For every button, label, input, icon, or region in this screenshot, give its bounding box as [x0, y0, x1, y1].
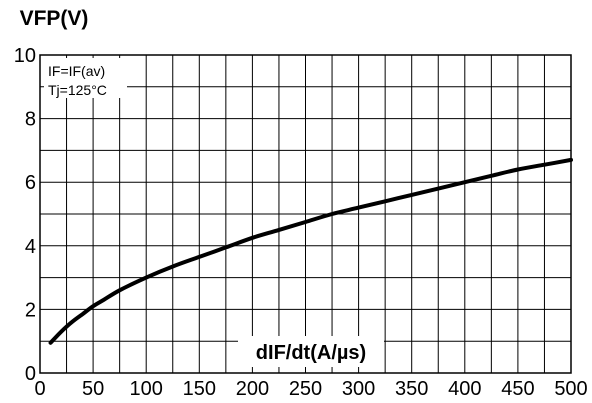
x-tick-label: 500: [554, 378, 587, 400]
x-tick-label: 250: [289, 378, 322, 400]
x-tick-label: 450: [501, 378, 534, 400]
y-tick-label: 8: [25, 109, 36, 131]
grid-lines: [40, 55, 571, 373]
y-tick-label: 4: [25, 236, 36, 258]
x-tick-label: 50: [82, 378, 104, 400]
axes: [39, 54, 572, 374]
x-tick-label: 400: [448, 378, 481, 400]
x-tick-label: 0: [34, 378, 45, 400]
x-tick-label: 300: [342, 378, 375, 400]
y-tick-label: 0: [25, 363, 36, 385]
x-axis-title-background: [238, 336, 384, 367]
condition-temperature: Tj=125°C: [48, 82, 107, 98]
y-tick-label: 10: [14, 45, 36, 67]
x-tick-label: 350: [395, 378, 428, 400]
condition-current: IF=IF(av): [48, 63, 105, 79]
tick-labels: 0 50 100 150 200 250 300 350 400 450 500 0 2 4 6 8 10: [14, 45, 588, 400]
y-tick-label: 6: [25, 172, 36, 194]
x-tick-label: 200: [236, 378, 269, 400]
x-tick-label: 150: [183, 378, 216, 400]
y-axis-title: VFP(V): [20, 7, 89, 30]
x-axis-title: dIF/dt(A/µs): [256, 342, 366, 364]
series-layer: [48, 157, 573, 345]
conditions-box: [44, 58, 127, 98]
plot-frame: [39, 54, 572, 374]
x-tick-label: 100: [130, 378, 163, 400]
y-tick-label: 2: [25, 299, 36, 321]
series-line: [48, 157, 573, 345]
